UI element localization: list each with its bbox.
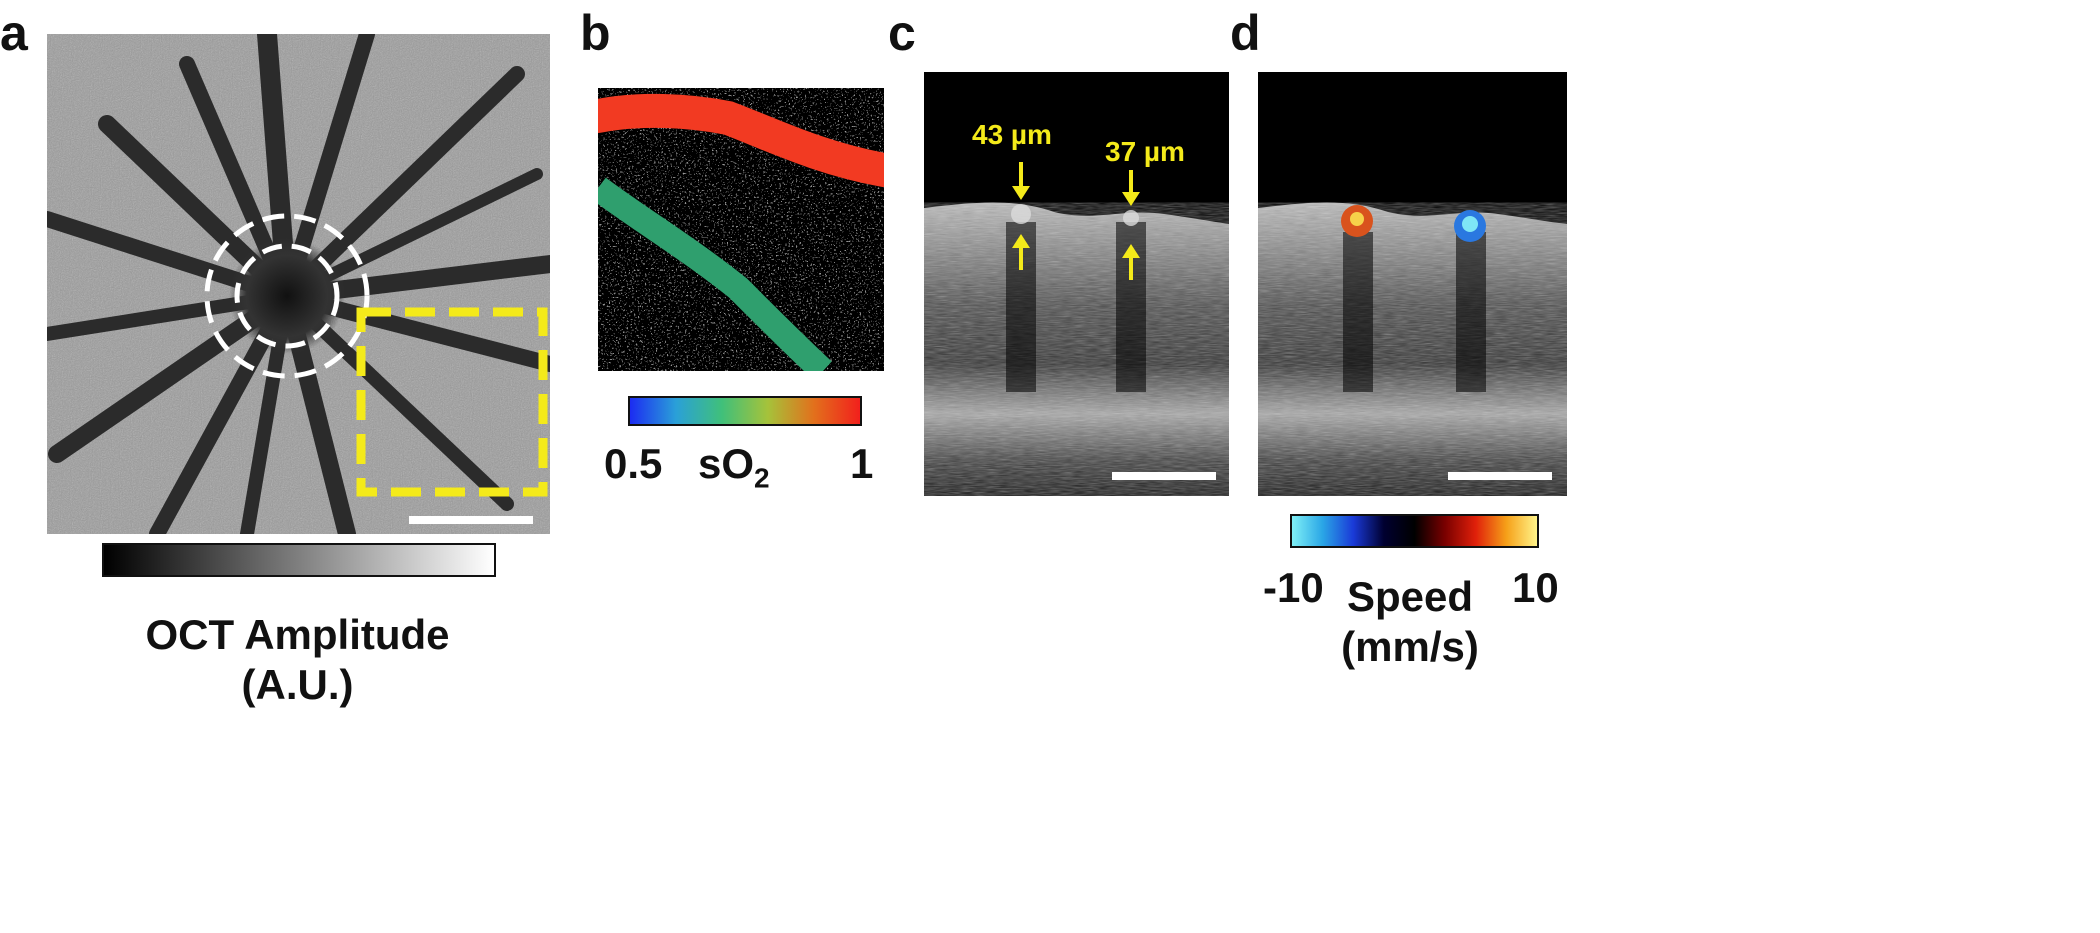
panel-label-b: b	[580, 5, 611, 61]
colorbar-title-line: OCT Amplitude	[145, 611, 450, 658]
panel-label-d: d	[1230, 5, 1261, 61]
oct-bscan-image	[924, 72, 1229, 496]
so2-title-subscript: 2	[754, 462, 770, 494]
so2-colorbar	[628, 396, 862, 426]
so2-title-main: sO	[698, 440, 755, 487]
vessel-diameter-label-1: 43 µm	[972, 119, 1052, 150]
so2-colorbar-min: 0.5	[604, 440, 663, 487]
oct-amplitude-colorbar	[102, 543, 496, 577]
vessel-diameter-label-2: 37 µm	[1105, 136, 1185, 167]
speed-title-line: Speed	[1346, 573, 1474, 620]
so2-map-image	[598, 88, 884, 371]
panel-label-c: c	[888, 5, 916, 61]
fundus-oct-image	[47, 34, 550, 534]
panel-label-a: a	[0, 5, 28, 61]
speed-colorbar-title: Speed (mm/s)	[1320, 572, 1500, 673]
so2-colorbar-max: 1	[850, 440, 874, 487]
speed-title-unit: (mm/s)	[1341, 623, 1479, 671]
speed-colorbar-max: 10	[1512, 564, 1559, 611]
colorbar-title-unit: (A.U.)	[241, 661, 354, 709]
speed-colorbar-min: -10	[1263, 564, 1324, 611]
so2-colorbar-title: sO2	[698, 443, 770, 492]
doppler-flow-image	[1258, 72, 1567, 496]
oct-amplitude-colorbar-title: OCT Amplitude (A.U.)	[100, 610, 495, 711]
speed-colorbar	[1290, 514, 1539, 548]
